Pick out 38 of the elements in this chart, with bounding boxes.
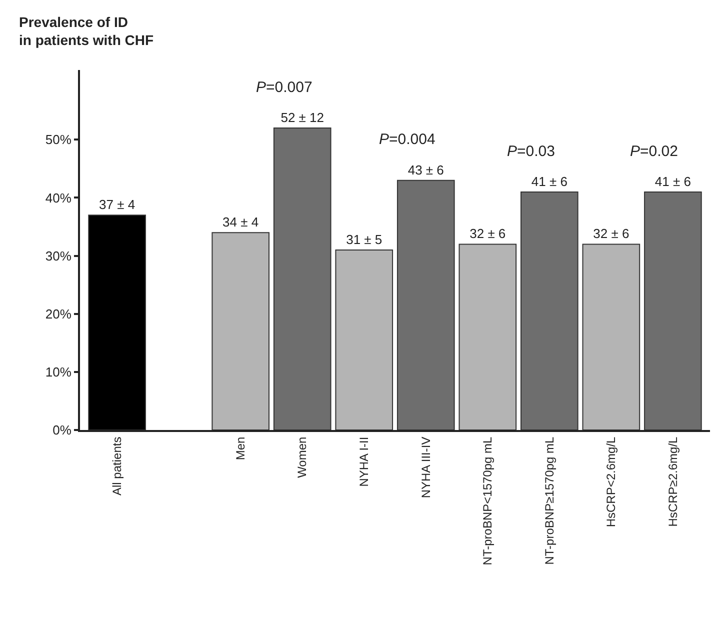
- x-tick-label: NT-proBNP≥1570pg mL: [542, 436, 556, 565]
- y-tick-label: 0%: [52, 422, 72, 438]
- x-tick-label: Women: [295, 436, 310, 478]
- x-tick-label: HsCRP≥2.6mg/L: [666, 436, 680, 527]
- data-label: 37 ± 4: [99, 197, 136, 212]
- bar: [520, 191, 578, 430]
- annotation: P=0.004: [379, 131, 436, 148]
- x-tick-label: NYHA III-IV: [418, 436, 433, 498]
- annotation: P=0.007: [256, 79, 312, 96]
- data-label: 32 ± 6: [470, 226, 506, 242]
- bar: [88, 214, 146, 430]
- bar: [582, 244, 640, 430]
- data-label: 41 ± 6: [531, 174, 568, 189]
- annotation: P=0.03: [507, 143, 555, 160]
- data-label: 34 ± 4: [222, 214, 259, 230]
- x-tick-label: Men: [233, 436, 248, 460]
- data-label: 31 ± 5: [346, 232, 382, 247]
- bar: [335, 250, 394, 430]
- data-label: 41 ± 6: [654, 174, 691, 189]
- x-tick-label: HsCRP<2.6mg/L: [604, 436, 618, 528]
- x-tick-label: NYHA I-II: [357, 436, 372, 487]
- data-label: 43 ± 6: [408, 162, 444, 178]
- data-label: 52 ± 12: [280, 110, 324, 126]
- y-tick-label: 30%: [45, 248, 72, 264]
- x-tick-label: NT-proBNP<1570pg mL: [480, 436, 495, 566]
- y-tick-label: 50%: [45, 132, 72, 148]
- y-axis-title: Prevalence of ID in patients with CHF: [19, 14, 154, 48]
- bar: [396, 180, 455, 430]
- y-tick-label: 40%: [45, 190, 72, 206]
- bar: [458, 244, 517, 430]
- y-tick-label: 20%: [45, 306, 72, 322]
- bar: [212, 232, 270, 430]
- x-tick-label: All patients: [110, 436, 124, 496]
- data-label: 32 ± 6: [593, 226, 630, 242]
- bar: [644, 191, 702, 430]
- annotation: P=0.02: [630, 143, 678, 160]
- bar: [273, 128, 332, 430]
- y-tick-label: 10%: [45, 364, 72, 380]
